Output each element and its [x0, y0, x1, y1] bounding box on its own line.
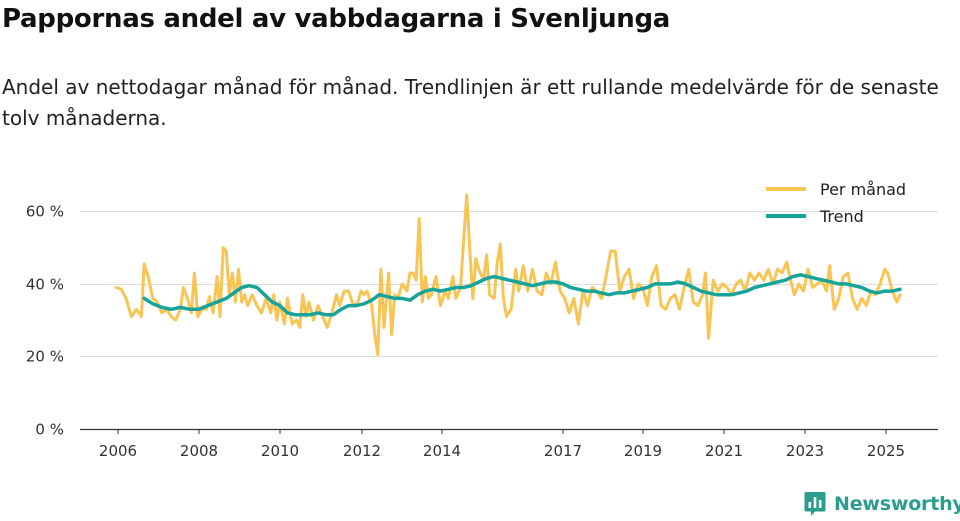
- chart-subtitle: Andel av nettodagar månad för månad. Tre…: [2, 75, 939, 130]
- y-tick-label: 60 %: [26, 203, 64, 221]
- series-line-trend: [142, 273, 902, 317]
- x-tick-label: 2006: [99, 442, 137, 460]
- axis-layer: 0 % 20 % 40 % 60 % 2006 2008 2010 2012 2014 2017 2…: [26, 203, 905, 461]
- x-tick-label: 2025: [867, 442, 905, 460]
- x-tick-label: 2021: [705, 442, 743, 460]
- x-tick-label: 2012: [343, 442, 381, 460]
- x-tick-label: 2017: [544, 442, 582, 460]
- chart-title: Pappornas andel av vabbdagarna i Svenlju…: [2, 4, 671, 34]
- x-tick-label: 2010: [261, 442, 299, 460]
- x-tick-label: 2023: [786, 442, 824, 460]
- y-tick-label: 40 %: [26, 276, 64, 294]
- legend-label: Trend: [819, 207, 864, 226]
- legend-label: Per månad: [820, 180, 906, 199]
- chart-legend: Per månad Trend: [766, 180, 906, 226]
- brand-logo: Newsworthy: [804, 489, 960, 519]
- x-tick-label: 2008: [180, 442, 218, 460]
- newsworthy-logo-icon: [804, 491, 826, 517]
- series-layer: [114, 193, 902, 357]
- series-line-per-manad: [114, 193, 902, 357]
- grid-layer: [80, 211, 938, 431]
- y-tick-label: 20 %: [26, 348, 64, 366]
- x-tick-label: 2019: [624, 442, 662, 460]
- y-tick-label: 0 %: [35, 421, 64, 439]
- x-tick-label: 2014: [423, 442, 461, 460]
- brand-name: Newsworthy: [834, 493, 960, 515]
